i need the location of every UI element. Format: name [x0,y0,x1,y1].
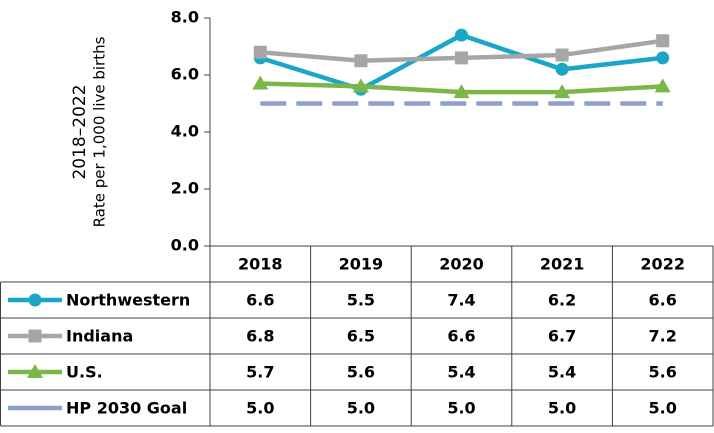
table-value: 6.5 [347,327,375,346]
y-axis-title-line: 2018–2022 [70,84,90,179]
marker [656,34,670,48]
marker [555,48,569,62]
marker [354,54,368,68]
marker [252,75,269,90]
y-tick-label: 4.0 [171,122,199,141]
table-value: 5.0 [447,399,475,418]
legend-label: HP 2030 Goal [66,399,187,418]
x-tick-label: 2018 [238,255,283,274]
x-tick-label: 2019 [339,255,384,274]
x-tick-label: 2021 [540,255,585,274]
marker [555,62,569,76]
table-value: 5.0 [347,399,375,418]
marker [28,293,42,307]
marker [352,78,369,93]
table-value: 6.8 [246,327,274,346]
marker [554,84,571,99]
y-axis-title-line: Rate per 1,000 live births [91,36,109,227]
y-tick-label: 0.0 [171,236,199,255]
x-tick-label: 2022 [640,255,685,274]
legend-label: Indiana [66,327,133,346]
table-value: 5.6 [649,363,677,382]
y-tick-label: 6.0 [171,65,199,84]
table-value: 5.7 [246,363,274,382]
table-value: 5.4 [548,363,576,382]
table-value: 5.6 [347,363,375,382]
marker [455,28,468,42]
marker [253,45,267,59]
marker [28,329,42,343]
x-tick-label: 2020 [439,255,484,274]
table-value: 7.2 [649,327,677,346]
table-value: 5.0 [649,399,677,418]
marker [27,364,43,378]
table-value: 5.0 [246,399,274,418]
table-value: 6.6 [447,327,475,346]
y-axis-title: 2018–2022 Rate per 1,000 live births [70,36,109,227]
marker [654,78,671,93]
table-value: 6.6 [649,291,677,310]
table-value: 6.7 [548,327,576,346]
table-value: 6.6 [246,291,274,310]
table-value: 5.0 [548,399,576,418]
table-value: 6.2 [548,291,576,310]
marker [656,51,670,65]
marker [453,84,470,99]
legend-label: U.S. [66,363,103,382]
table-value: 7.4 [447,291,475,310]
legend-label: Northwestern [66,291,190,310]
table-value: 5.5 [347,291,375,310]
table-value: 5.4 [447,363,475,382]
y-tick-label: 8.0 [171,8,199,27]
marker [455,51,468,65]
y-tick-label: 2.0 [171,179,199,198]
